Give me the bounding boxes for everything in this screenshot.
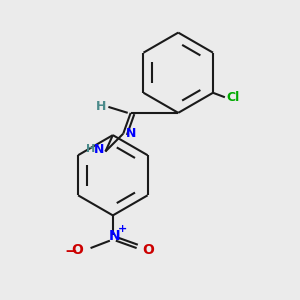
Text: N: N — [126, 127, 136, 140]
Text: +: + — [118, 224, 127, 234]
Text: Cl: Cl — [226, 91, 240, 104]
Text: O: O — [71, 243, 83, 256]
Text: H: H — [86, 143, 95, 154]
Text: N: N — [109, 229, 120, 243]
Text: H: H — [96, 100, 106, 113]
Text: O: O — [142, 243, 154, 256]
Text: N: N — [94, 142, 104, 156]
Text: −: − — [64, 244, 77, 259]
